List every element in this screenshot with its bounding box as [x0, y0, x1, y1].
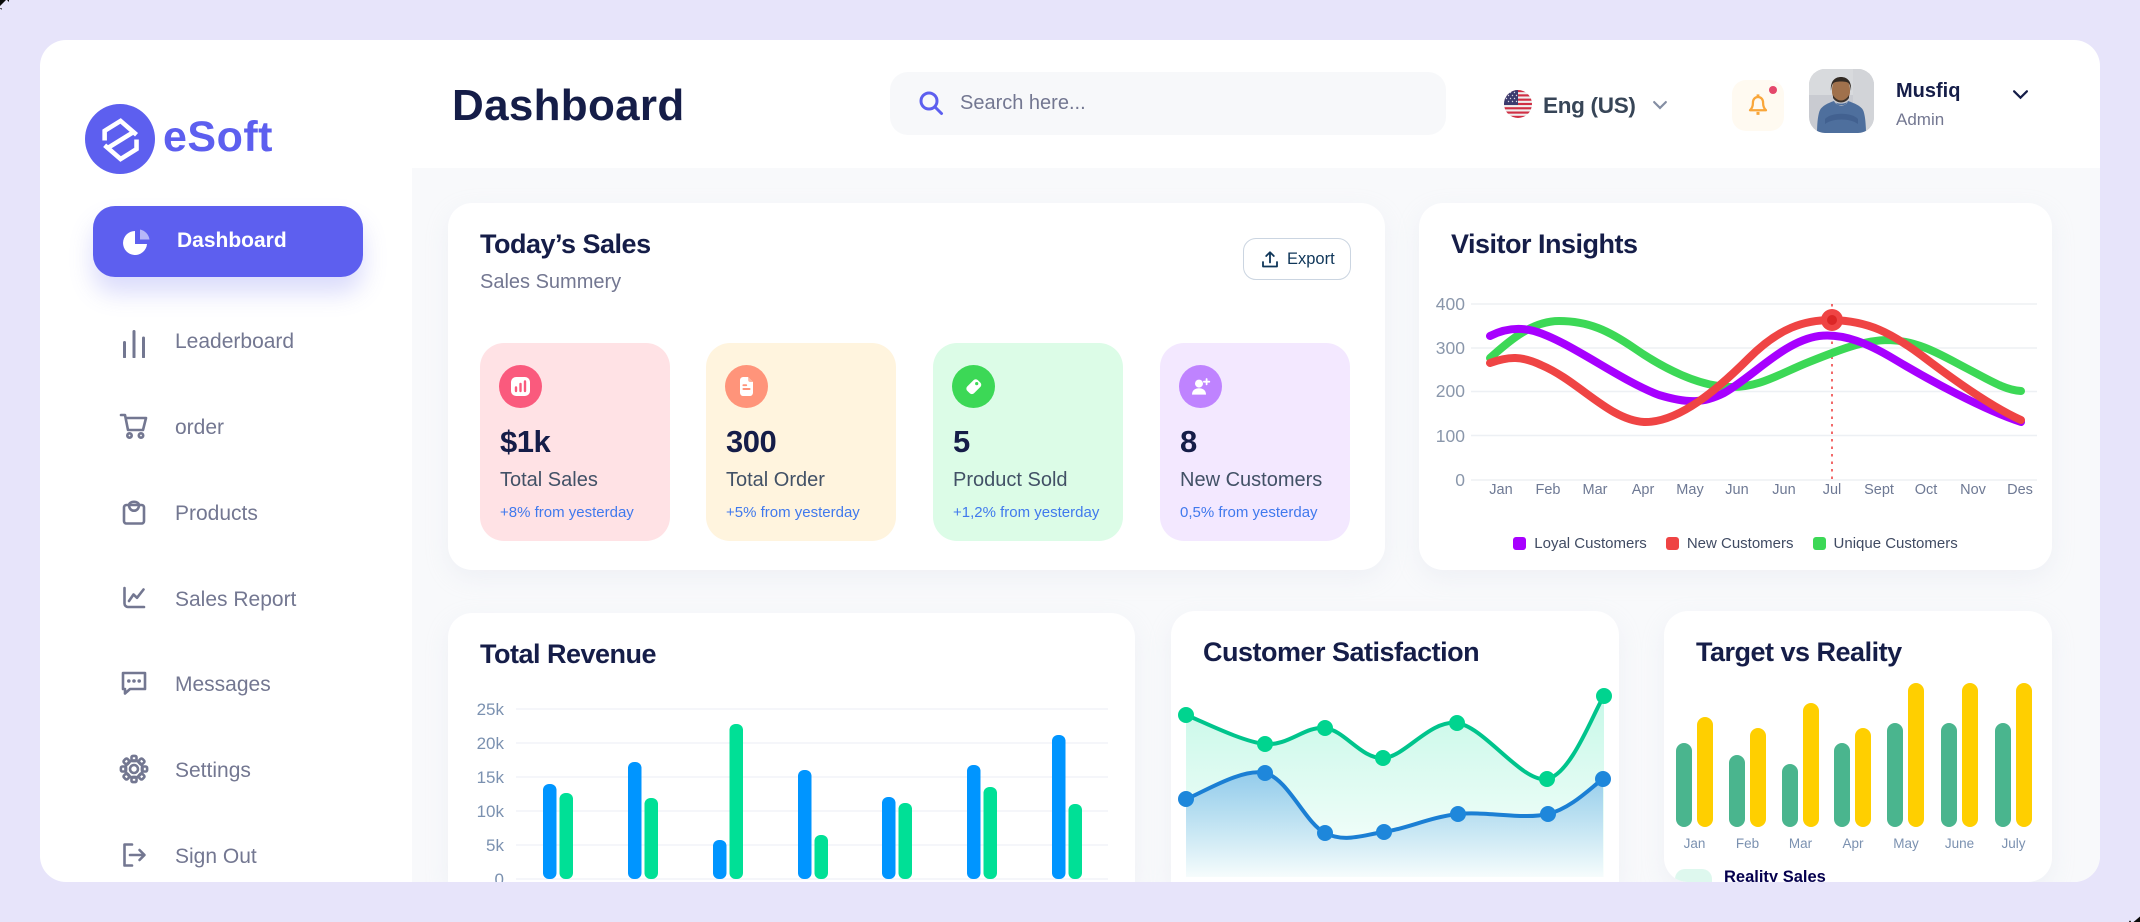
svg-text:Feb: Feb	[1736, 836, 1759, 851]
svg-text:0: 0	[495, 870, 504, 882]
svg-text:Mar: Mar	[1583, 482, 1608, 498]
svg-text:July: July	[2001, 836, 2025, 851]
svg-text:Jan: Jan	[1684, 836, 1706, 851]
svg-text:0: 0	[1455, 470, 1465, 490]
svg-text:200: 200	[1436, 381, 1465, 401]
svg-text:25k: 25k	[477, 700, 505, 719]
svg-text:June: June	[1945, 836, 1974, 851]
svg-text:Feb: Feb	[1536, 482, 1561, 498]
svg-text:Jun: Jun	[1772, 482, 1795, 498]
svg-text:May: May	[1676, 482, 1704, 498]
svg-text:5k: 5k	[486, 836, 504, 855]
svg-text:400: 400	[1436, 294, 1465, 314]
svg-text:100: 100	[1436, 426, 1465, 446]
svg-text:Jul: Jul	[1823, 482, 1842, 498]
svg-text:Oct: Oct	[1915, 482, 1938, 498]
svg-text:Mar: Mar	[1789, 836, 1813, 851]
svg-text:Jun: Jun	[1725, 482, 1748, 498]
svg-text:10k: 10k	[477, 802, 505, 821]
svg-text:Jan: Jan	[1489, 482, 1512, 498]
svg-text:Apr: Apr	[1632, 482, 1655, 498]
svg-text:15k: 15k	[477, 768, 505, 787]
svg-text:Reality Sales: Reality Sales	[1724, 868, 1826, 882]
svg-text:Nov: Nov	[1960, 482, 1987, 498]
svg-text:Sept: Sept	[1864, 482, 1894, 498]
svg-text:May: May	[1893, 836, 1919, 851]
svg-text:Des: Des	[2007, 482, 2033, 498]
svg-text:20k: 20k	[477, 734, 505, 753]
svg-text:300: 300	[1436, 338, 1465, 358]
svg-text:Apr: Apr	[1842, 836, 1864, 851]
